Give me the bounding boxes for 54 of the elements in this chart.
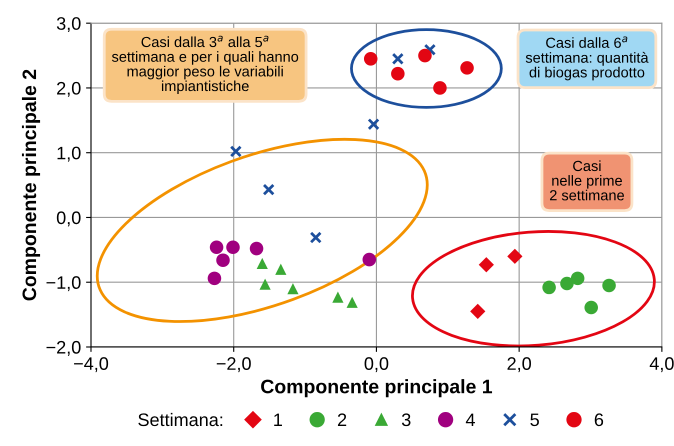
point	[310, 231, 322, 244]
y-tick-label: 1,0	[58, 146, 81, 162]
x-tick-label: 4,0	[650, 357, 674, 372]
point	[570, 272, 584, 286]
x-axis-title: Componente principale 1	[261, 379, 492, 398]
point	[507, 248, 522, 264]
point	[346, 296, 358, 308]
point	[262, 184, 275, 196]
x-tick-label: −2,0	[216, 357, 251, 372]
legend-label: 6	[594, 413, 604, 426]
point	[424, 44, 436, 56]
y-axis-title: Componente principale 2	[22, 70, 40, 300]
legend-label: 4	[466, 414, 475, 426]
point	[560, 276, 574, 290]
point	[433, 81, 447, 95]
point	[391, 66, 405, 80]
y-tick-label: 2,0	[57, 82, 81, 97]
point	[470, 304, 486, 319]
x-tick-label: −4,0	[74, 357, 108, 372]
point	[478, 257, 494, 272]
legend-title: Settimana:	[138, 412, 222, 426]
point	[332, 292, 344, 303]
legend-label: 5	[530, 414, 539, 426]
annotation: Casi dalla 6$^{a}$ settimana: quantità di biogas prodotto	[526, 36, 649, 80]
point	[392, 52, 404, 65]
y-tick-label: −1,0	[46, 276, 81, 292]
point	[287, 283, 299, 294]
y-tick-label: −2,0	[46, 340, 81, 356]
x-tick-label: 2,0	[508, 357, 531, 372]
legend-label: 3	[402, 413, 410, 426]
point	[368, 118, 380, 130]
point	[256, 258, 268, 270]
point	[208, 272, 222, 286]
x-tick-label: 0,0	[364, 357, 388, 372]
point	[418, 48, 432, 62]
legend-label: 2	[338, 413, 346, 426]
y-tick-label: 0,0	[56, 211, 81, 226]
legend-label: 1	[274, 414, 282, 426]
point	[602, 278, 616, 292]
point	[260, 278, 271, 290]
point	[542, 280, 556, 294]
point	[216, 253, 230, 267]
point	[226, 240, 240, 254]
point	[230, 145, 242, 158]
annotation: Casi nelle prime 2 settimane	[550, 160, 624, 200]
y-tick-label: 3,0	[56, 17, 81, 32]
point	[460, 61, 474, 75]
point	[275, 264, 286, 275]
annotation: Casi dalla 3$^{a}$ alla 5$^{a}$ settimana e per i quali hanno maggior peso le variabili impiantistiche	[112, 36, 298, 94]
point	[362, 252, 376, 266]
point	[250, 242, 264, 256]
point	[584, 300, 598, 314]
point	[210, 240, 224, 254]
point	[364, 52, 378, 66]
